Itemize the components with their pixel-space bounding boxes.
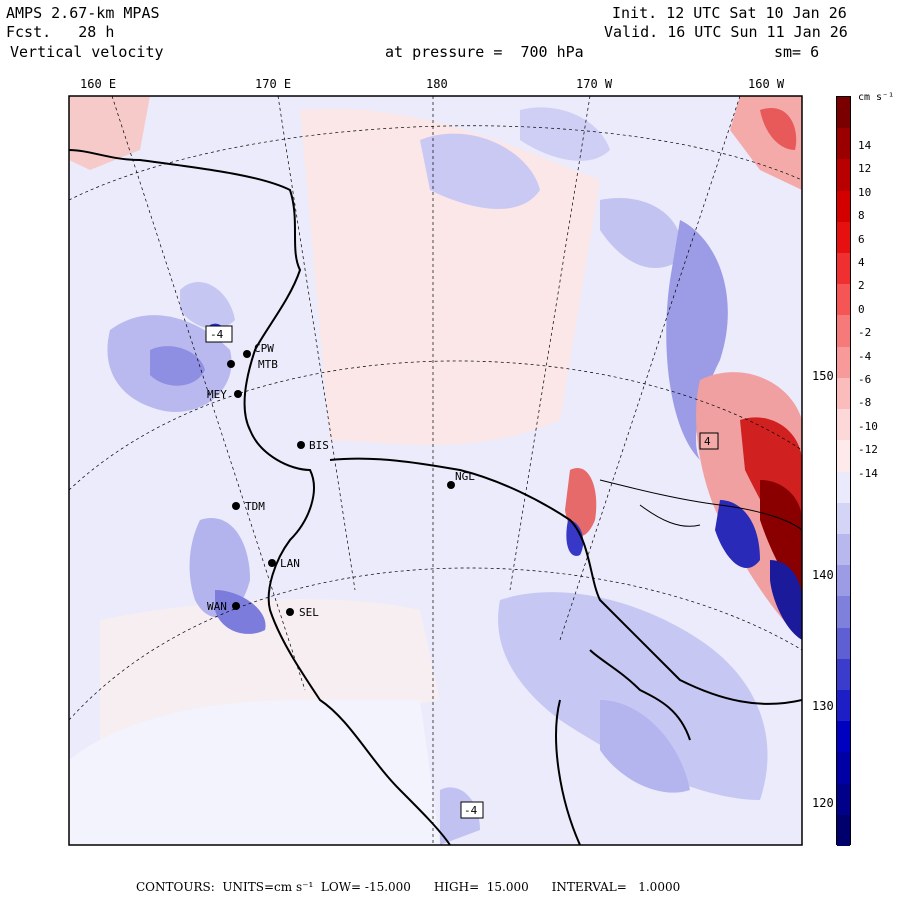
extremum-value: 4 [704, 435, 711, 448]
smoothing: sm= 6 [774, 43, 820, 61]
colorbar-segment [837, 315, 850, 348]
colorbar-strip [836, 96, 851, 847]
colorbar-units: cm s⁻¹ [858, 92, 895, 103]
colorbar-tick-label: -2 [858, 326, 872, 340]
colorbar-tick-label: 2 [858, 279, 865, 293]
field-name: Vertical velocity [10, 43, 164, 61]
colorbar-segment [837, 627, 850, 660]
map-frame [68, 95, 803, 846]
lon-label: 160 E [80, 77, 117, 91]
coastline-secondary [599, 479, 802, 531]
lon-label: 170 W [576, 77, 613, 91]
station-dot-wan [232, 602, 240, 610]
colorbar-tick-label: -8 [858, 396, 872, 410]
colorbar-segment [837, 284, 850, 316]
colorbar-segment [837, 440, 850, 472]
forecast-hour: Fcst. 28 h [6, 23, 115, 41]
station-markers [227, 350, 455, 616]
station-dot-mey [234, 390, 242, 398]
station-dot-bis [297, 441, 305, 449]
colorbar-segment [837, 783, 850, 816]
colorbar-tick-label: -14 [858, 466, 878, 480]
station-label-sel: SEL [299, 606, 319, 619]
colorbar-segment [837, 533, 850, 566]
pressure-level: at pressure = 700 hPa [385, 43, 584, 61]
valid-time: Valid. 16 UTC Sun 11 Jan 26 [604, 23, 848, 41]
colorbar-tick-label: 4 [858, 256, 865, 269]
extremum-value: -4 [210, 328, 224, 341]
station-label-wan: WAN [207, 600, 227, 613]
colorbar-tick-label: 6 [858, 232, 865, 246]
lon-label: 170 E [255, 77, 292, 91]
colorbar-tick-label: -6 [858, 373, 872, 386]
colorbar-segment [837, 565, 850, 597]
extremum-box [699, 432, 719, 450]
colorbar-segment [837, 128, 850, 160]
colorbar-segment [837, 721, 850, 753]
station-label-cpw: CPW [254, 342, 274, 355]
colorbar-segment [837, 502, 850, 535]
colorbar-tick-label: 0 [858, 302, 865, 316]
extremum-box [205, 325, 233, 343]
station-label-bis: BIS [309, 439, 329, 452]
station-label-mey: MEY [207, 388, 227, 401]
colorbar-tick-label: -10 [858, 419, 878, 433]
colorbar-segment [837, 346, 850, 379]
station-dot-lan [268, 559, 276, 567]
colorbar-segment [837, 658, 850, 691]
station-dot-ngl [447, 481, 455, 489]
colorbar-segment [837, 471, 850, 504]
contour-info: CONTOURS: UNITS=cm s⁻¹ LOW= -15.000 HIGH… [136, 880, 681, 894]
colorbar-tick-label: 14 [858, 139, 872, 152]
station-dot-sel [286, 608, 294, 616]
coastline [69, 149, 802, 845]
station-dot-mtb [227, 360, 235, 368]
station-dot-tdm [232, 502, 240, 510]
extrema-markers: -4 4 -4 [205, 325, 719, 819]
model-title: AMPS 2.67-km MPAS [6, 4, 160, 22]
colorbar-tick-label: 10 [858, 185, 872, 199]
colorbar-segment [837, 752, 850, 785]
lon-label: 180 [426, 77, 448, 91]
station-labels: CPW MTB MEY BIS NGL TDM LAN WAN SEL [207, 342, 475, 619]
colorbar-segment [837, 409, 850, 441]
colorbar-segment [837, 221, 850, 254]
station-label-lan: LAN [280, 557, 300, 570]
colorbar-segment [837, 253, 850, 285]
colorbar-segment [837, 814, 850, 847]
extremum-value: -4 [464, 804, 478, 817]
colorbar-tick-label: 8 [858, 209, 865, 223]
colorbar-segment [837, 689, 850, 722]
colorbar-tick-label: 12 [858, 162, 872, 176]
colorbar-segment [837, 377, 850, 410]
station-dot-cpw [243, 350, 251, 358]
init-time: Init. 12 UTC Sat 10 Jan 26 [612, 4, 847, 22]
station-label-ngl: NGL [455, 470, 475, 483]
colorbar-segment [837, 190, 850, 223]
colorbar-segment [837, 159, 850, 192]
graticule [69, 96, 802, 845]
extremum-box [460, 801, 484, 819]
colorbar-tick-label: -4 [858, 349, 872, 363]
station-label-tdm: TDM [245, 500, 265, 513]
lon-label: 160 W [748, 77, 785, 91]
vertical-velocity-field [69, 96, 802, 845]
colorbar-segment [837, 596, 850, 629]
colorbar-tick-label: -12 [858, 443, 878, 457]
station-label-mtb: MTB [258, 358, 278, 371]
colorbar-segment [837, 97, 850, 129]
